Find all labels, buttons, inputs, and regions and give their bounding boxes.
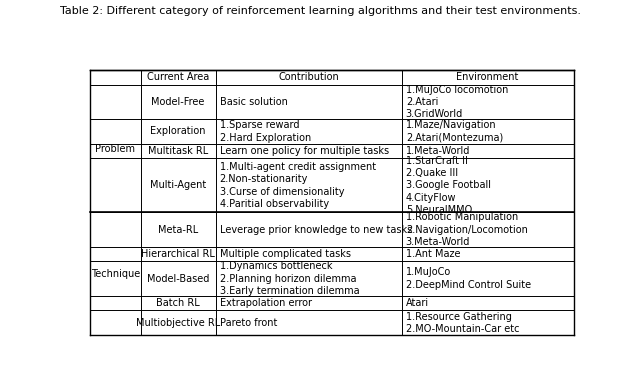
Text: Multitask RL: Multitask RL <box>148 146 208 156</box>
Text: Basic solution: Basic solution <box>220 97 287 107</box>
Text: Learn one policy for multiple tasks: Learn one policy for multiple tasks <box>220 146 388 156</box>
Text: 1.Resource Gathering
2.MO-Mountain-Car etc: 1.Resource Gathering 2.MO-Mountain-Car e… <box>406 311 519 334</box>
Text: Model-Based: Model-Based <box>147 274 209 284</box>
Text: Problem: Problem <box>95 144 135 153</box>
Text: Model-Free: Model-Free <box>152 97 205 107</box>
Text: Batch RL: Batch RL <box>156 298 200 308</box>
Text: Technique: Technique <box>91 269 140 279</box>
Text: Extrapolation error: Extrapolation error <box>220 298 312 308</box>
Text: 1.Meta-World: 1.Meta-World <box>406 146 470 156</box>
Text: Atari: Atari <box>406 298 429 308</box>
Text: Multiple complicated tasks: Multiple complicated tasks <box>220 249 351 259</box>
Text: Table 2: Different category of reinforcement learning algorithms and their test : Table 2: Different category of reinforce… <box>60 6 580 15</box>
Text: Multiobjective RL: Multiobjective RL <box>136 318 220 328</box>
Text: 1.Ant Maze: 1.Ant Maze <box>406 249 460 259</box>
Text: 1.StarCraft II
2.Quake III
3.Google Football
4.CityFlow
5.NeuralMMO: 1.StarCraft II 2.Quake III 3.Google Foot… <box>406 156 491 215</box>
Text: 1.MuJoCo locomotion
2.Atari
3.GridWorld: 1.MuJoCo locomotion 2.Atari 3.GridWorld <box>406 85 508 119</box>
Text: 1.Multi-agent credit assignment
2.Non-stationarity
3.Curse of dimensionality
4.P: 1.Multi-agent credit assignment 2.Non-st… <box>220 162 376 209</box>
Text: Pareto front: Pareto front <box>220 318 277 328</box>
Text: Contribution: Contribution <box>278 73 339 82</box>
Text: Leverage prior knowledge to new tasks: Leverage prior knowledge to new tasks <box>220 225 412 234</box>
Text: 1.Dynamics bottleneck
2.Planning horizon dilemma
3.Early termination dilemma: 1.Dynamics bottleneck 2.Planning horizon… <box>220 261 359 296</box>
Text: Exploration: Exploration <box>150 126 206 136</box>
Text: Multi-Agent: Multi-Agent <box>150 180 206 191</box>
Text: Current Area: Current Area <box>147 73 209 82</box>
Text: Environment: Environment <box>456 73 519 82</box>
Text: 1.Maze/Navigation
2.Atari(Montezuma): 1.Maze/Navigation 2.Atari(Montezuma) <box>406 120 503 143</box>
Text: 1.Sparse reward
2.Hard Exploration: 1.Sparse reward 2.Hard Exploration <box>220 120 311 143</box>
Text: 1.Robotic Manipulation
2.Navigation/Locomotion
3.Meta-World: 1.Robotic Manipulation 2.Navigation/Loco… <box>406 212 528 247</box>
Text: Meta-RL: Meta-RL <box>158 225 198 234</box>
Text: Hierarchical RL: Hierarchical RL <box>141 249 215 259</box>
Text: 1.MuJoCo
2.DeepMind Control Suite: 1.MuJoCo 2.DeepMind Control Suite <box>406 267 531 290</box>
